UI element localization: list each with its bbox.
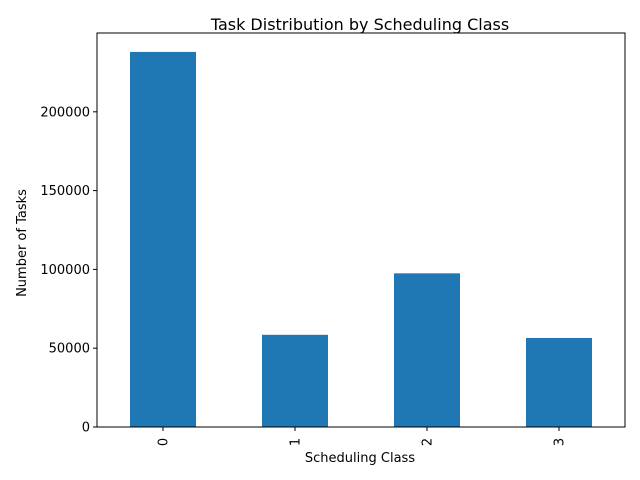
plot-frame (96, 32, 626, 428)
x-tick-label: 2 (421, 438, 436, 446)
x-axis-label: Scheduling Class (305, 451, 415, 466)
bar-3 (526, 337, 592, 427)
chart-title: Task Distribution by Scheduling Class (210, 15, 509, 34)
y-tick-label: 100000 (40, 263, 90, 278)
bar-1 (262, 334, 328, 427)
y-tick-label: 200000 (40, 105, 90, 120)
x-tick-label: 1 (289, 438, 304, 446)
y-tick-label: 50000 (49, 342, 90, 357)
bar-0 (130, 51, 196, 428)
plot-area: 0 50000 100000 150000 200000 0 1 2 3 (40, 32, 626, 446)
y-axis-label: Number of Tasks (15, 189, 30, 297)
x-tick-label: 0 (157, 438, 172, 446)
y-tick-label: 0 (82, 421, 90, 436)
bar-2 (394, 273, 460, 427)
x-tick-label: 3 (553, 438, 568, 446)
y-tick-label: 150000 (40, 184, 90, 199)
